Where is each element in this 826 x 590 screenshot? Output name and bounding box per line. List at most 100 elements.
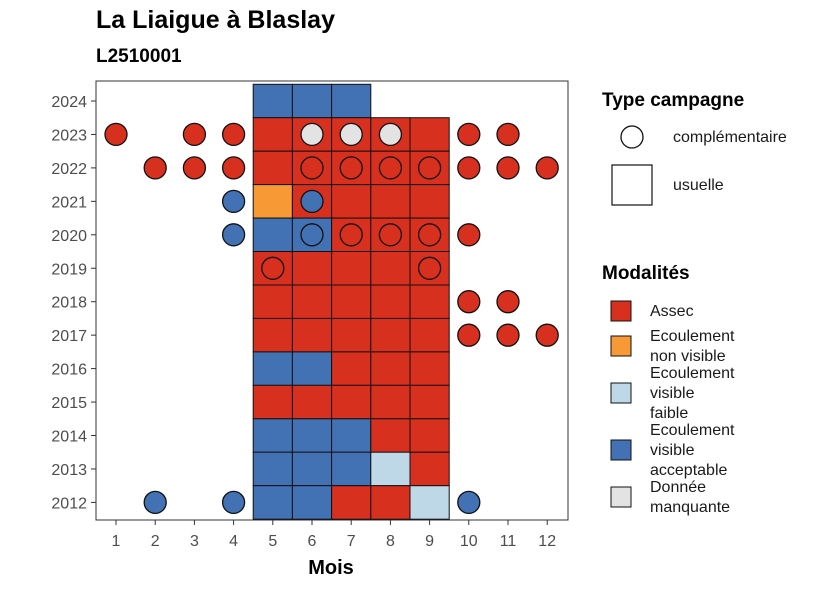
- y-axis: 2024 2023 2022 2021 2020 2019 2018 2017 2016 2015…: [51, 94, 96, 512]
- cell-2012-8: [370, 485, 411, 520]
- dot-2023-6: [300, 122, 324, 147]
- dot-2023-8: [378, 122, 403, 147]
- legend-key-donnee_manquante: [610, 486, 632, 508]
- cell-2020-5: [252, 217, 293, 253]
- dot-2022-3: [182, 156, 207, 180]
- dot-2022-8: [378, 156, 403, 180]
- dot-2018-11: [496, 290, 520, 314]
- cell-2017-6: [291, 317, 333, 353]
- x-tick-label-5: 5: [268, 533, 277, 550]
- cell-2017-9: [409, 317, 450, 353]
- dot-2018-10: [457, 290, 481, 314]
- x-tick-label-2: 2: [151, 533, 160, 550]
- cell-2024-6: [291, 83, 333, 119]
- x-tick-label-6: 6: [308, 533, 317, 550]
- dot-2017-10: [457, 323, 481, 347]
- dot-2023-4: [221, 122, 246, 147]
- cell-2016-7: [331, 351, 372, 386]
- dot-2012-10: [457, 490, 481, 515]
- cell-2024-7: [331, 83, 372, 119]
- cell-2018-9: [409, 284, 450, 319]
- cell-2016-6: [291, 351, 333, 386]
- dot-2012-4: [221, 490, 246, 515]
- cell-2015-8: [370, 384, 411, 420]
- legend-label-assec: Assec: [650, 303, 694, 320]
- legend-label-ecoulement_visible_acceptable: Ecoulement visible acceptable: [650, 422, 735, 479]
- dot-2023-3: [182, 122, 207, 147]
- cell-2018-8: [370, 284, 411, 319]
- dot-2012-2: [143, 490, 167, 515]
- dot-2021-4: [221, 189, 246, 214]
- x-tick-label-3: 3: [190, 533, 199, 550]
- y-tick-label-2016: 2016: [51, 362, 87, 379]
- legend-type-title: Type campagne: [602, 90, 744, 111]
- x-tick-label-9: 9: [425, 533, 434, 550]
- cell-2014-6: [291, 418, 333, 453]
- cell-2023-9: [409, 117, 450, 152]
- cell-2021-9: [409, 184, 450, 219]
- cell-2018-7: [331, 284, 372, 319]
- cell-2019-8: [370, 251, 411, 286]
- cell-2021-8: [370, 184, 411, 219]
- cell-2013-6: [291, 451, 333, 487]
- legend-label-ecoulement_visible_faible: Ecoulement visible faible: [650, 365, 735, 422]
- y-tick-label-2015: 2015: [51, 395, 87, 412]
- cell-2014-8: [370, 418, 411, 453]
- dot-2020-9: [417, 223, 442, 247]
- y-tick-label-2024: 2024: [51, 94, 87, 111]
- legend-key-ecoulement_non_visible: [610, 335, 632, 357]
- cell-2018-5: [252, 284, 293, 319]
- usuelle-cells: [252, 83, 450, 520]
- legend-square-symbol: [611, 164, 653, 206]
- dot-2021-6: [300, 189, 324, 214]
- cell-2015-9: [409, 384, 450, 420]
- dot-2023-7: [339, 122, 363, 147]
- y-tick-label-2013: 2013: [51, 462, 87, 479]
- x-tick-label-4: 4: [229, 533, 238, 550]
- cell-2014-7: [331, 418, 372, 453]
- cell-2016-8: [370, 351, 411, 386]
- legend-label-ecoulement_non_visible: Ecoulement non visible: [650, 328, 735, 365]
- chart-title: La Liaigue à Blaslay: [96, 6, 335, 34]
- dot-2022-7: [339, 156, 363, 180]
- dot-2022-11: [496, 156, 520, 180]
- dot-2020-6: [300, 223, 324, 247]
- x-tick-label-8: 8: [386, 533, 395, 550]
- dot-2017-12: [535, 323, 559, 347]
- cell-2012-9: [409, 485, 450, 520]
- cell-2017-5: [252, 317, 293, 353]
- y-tick-label-2012: 2012: [51, 495, 87, 512]
- dot-2023-10: [457, 122, 481, 147]
- cell-2024-5: [252, 83, 293, 119]
- cell-2015-7: [331, 384, 372, 420]
- dot-2019-5: [261, 256, 285, 280]
- dot-2022-6: [300, 156, 324, 180]
- y-tick-label-2019: 2019: [51, 261, 87, 278]
- y-tick-label-2014: 2014: [51, 429, 87, 446]
- cell-2019-6: [291, 251, 333, 286]
- cell-2022-5: [252, 150, 293, 186]
- dot-2022-12: [535, 156, 559, 180]
- cell-2015-6: [291, 384, 333, 420]
- legend-modalites-title: Modalités: [602, 263, 690, 284]
- cell-2012-5: [252, 485, 293, 520]
- legend-label-donnee_manquante: Donnée manquante: [650, 479, 730, 516]
- dot-2022-9: [417, 156, 442, 180]
- x-tick-label-7: 7: [347, 533, 356, 550]
- cell-2013-5: [252, 451, 293, 487]
- cell-2015-5: [252, 384, 293, 420]
- x-tick-label-11: 11: [500, 533, 517, 550]
- cell-2013-9: [409, 451, 450, 487]
- dot-2019-9: [417, 256, 442, 280]
- chart-subtitle: L2510001: [96, 46, 182, 67]
- y-tick-label-2017: 2017: [51, 328, 87, 345]
- cell-2017-8: [370, 317, 411, 353]
- cell-2013-7: [331, 451, 372, 487]
- x-axis-title: Mois: [308, 557, 354, 579]
- x-tick-label-12: 12: [538, 533, 556, 550]
- cell-2021-5: [252, 184, 293, 219]
- cell-2018-6: [291, 284, 333, 319]
- dot-2023-1: [104, 122, 128, 147]
